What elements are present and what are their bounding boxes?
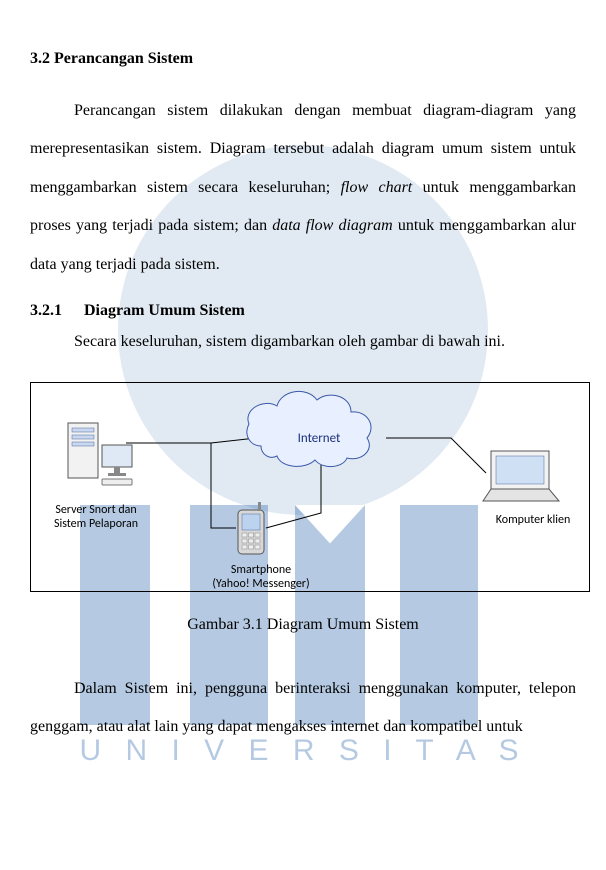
section-paragraph: Perancangan sistem dilakukan dengan memb…: [30, 92, 576, 284]
subsection-intro: Secara keseluruhan, sistem digambarkan o…: [30, 326, 576, 358]
figure-caption: Gambar 3.1 Diagram Umum Sistem: [30, 616, 576, 634]
system-diagram: Internet Server Snort danSistem Pelapora…: [30, 382, 590, 592]
subsection-number: 3.2.1: [30, 302, 80, 320]
node-phone: [238, 502, 264, 554]
node-label-server: Server Snort danSistem Pelaporan: [41, 503, 151, 532]
section-number: 3.2: [30, 50, 50, 67]
node-label-phone: Smartphone(Yahoo! Messenger): [201, 563, 321, 592]
trailing-paragraph: Dalam Sistem ini, pengguna berinteraksi …: [30, 670, 576, 747]
subsection-title: Diagram Umum Sistem: [84, 302, 245, 319]
section-heading: 3.2 Perancangan Sistem: [30, 50, 576, 68]
node-laptop: [483, 451, 559, 501]
node-internet: Internet: [247, 391, 371, 466]
subsection-heading: 3.2.1 Diagram Umum Sistem: [30, 302, 576, 320]
page-content: 3.2 Perancangan Sistem Perancangan siste…: [0, 0, 606, 747]
node-server: [68, 423, 132, 485]
node-label-laptop: Komputer klien: [483, 513, 583, 527]
svg-text:Internet: Internet: [298, 431, 341, 446]
section-title: Perancangan Sistem: [54, 50, 193, 67]
